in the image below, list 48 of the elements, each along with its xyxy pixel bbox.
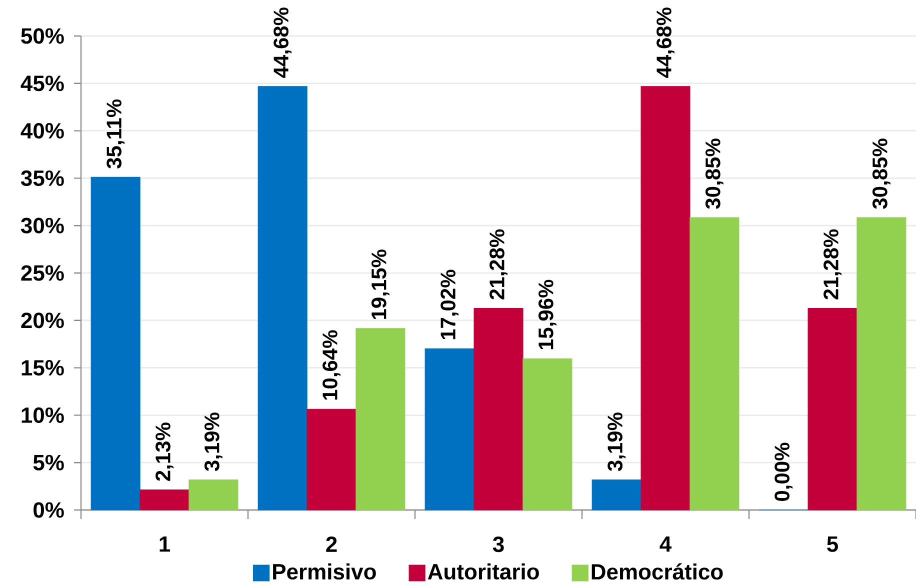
legend-label: Permisivo [273, 563, 376, 580]
y-tick-label: 40% [20, 123, 64, 139]
data-label: 3,19% [608, 412, 626, 472]
y-tick-label: 35% [20, 170, 64, 186]
y-tick-label: 45% [20, 76, 64, 92]
data-label: 3,19% [204, 412, 222, 472]
data-label: 15,96% [538, 280, 556, 350]
bar [188, 479, 238, 510]
data-label: 21,28% [490, 229, 508, 300]
y-tick-label: 0% [34, 502, 64, 518]
x-tick-label: 3 [492, 536, 504, 552]
y-tick-label: 50% [21, 28, 64, 44]
data-label: 35,11% [106, 99, 125, 168]
bar [522, 358, 572, 510]
bar [592, 479, 642, 510]
x-tick-label: 5 [827, 536, 838, 552]
bar [808, 308, 858, 510]
data-label: 30,85% [705, 138, 724, 209]
x-tick-label: 2 [326, 536, 337, 552]
bar [140, 490, 190, 510]
bar [690, 217, 740, 510]
y-tick-label: 30% [20, 218, 64, 234]
data-label: 0,00% [774, 442, 793, 501]
bar [856, 217, 906, 510]
y-tick-label: 25% [21, 265, 64, 281]
bar [640, 86, 690, 510]
data-label: 2,13% [156, 422, 174, 481]
x-tick-label: 1 [160, 536, 170, 552]
data-label: 44,68% [656, 8, 674, 78]
data-label: 17,02% [440, 270, 459, 340]
data-label: 30,85% [872, 138, 890, 209]
y-tick-label: 5% [33, 454, 64, 470]
bar [90, 176, 140, 510]
y-tick-label: 20% [21, 312, 64, 328]
data-label: 21,28% [824, 229, 842, 300]
legend-label: Democrático [592, 563, 723, 580]
legend-label: Autoritario [428, 563, 539, 580]
y-tick-label: 15% [22, 360, 64, 376]
data-label: 44,68% [274, 8, 292, 78]
bar [424, 348, 474, 510]
bar [356, 328, 406, 510]
bar [258, 86, 308, 510]
data-label: 19,15% [371, 250, 390, 319]
bar [474, 308, 524, 510]
y-tick-label: 10% [22, 407, 64, 423]
x-tick-label: 4 [660, 536, 672, 552]
bar [306, 408, 356, 510]
data-label: 10,64% [322, 330, 340, 400]
